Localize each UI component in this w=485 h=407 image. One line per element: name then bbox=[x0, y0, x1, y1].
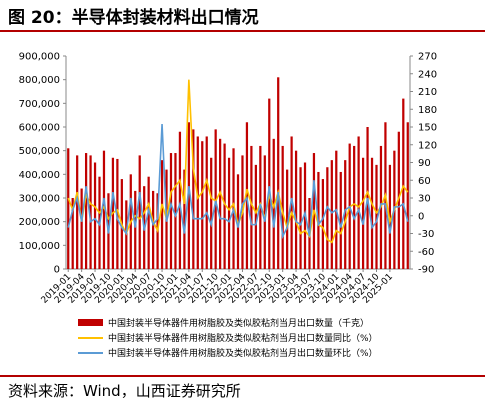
bar-series-export-volume bbox=[67, 77, 409, 270]
bar bbox=[152, 190, 155, 269]
left-tick-label: 600,000 bbox=[19, 123, 60, 134]
bar bbox=[93, 162, 97, 269]
bar bbox=[67, 148, 70, 269]
bar bbox=[160, 160, 164, 269]
left-tick-label: 0 bbox=[54, 265, 60, 276]
right-tick-label: 60 bbox=[418, 176, 431, 187]
bar bbox=[370, 157, 374, 269]
bar bbox=[281, 145, 284, 269]
bar bbox=[102, 150, 106, 269]
bar bbox=[245, 122, 249, 270]
bar bbox=[353, 145, 356, 269]
bar bbox=[406, 122, 409, 270]
bar bbox=[250, 145, 253, 269]
bar bbox=[268, 98, 271, 269]
bar bbox=[294, 150, 298, 269]
legend-label-mom: 中国封装半导体器件用树脂胶及类似胶粘剂当月出口数量环比（%） bbox=[108, 347, 378, 359]
bar bbox=[134, 190, 137, 269]
source-rule bbox=[0, 375, 485, 377]
legend-swatch-bar bbox=[78, 319, 103, 326]
left-y-axis: 0 100,000 200,000 300,000 400,000 500,000 600,… bbox=[19, 52, 67, 276]
legend-label-bar: 中国封装半导体器件用树脂胶及类似胶粘剂当月出口数量（千克） bbox=[108, 317, 369, 329]
legend-label-yoy: 中国封装半导体器件用树脂胶及类似胶粘剂当月出口数量同比（%） bbox=[108, 332, 378, 344]
right-tick-label: 120 bbox=[418, 140, 437, 151]
left-tick-label: 500,000 bbox=[19, 146, 60, 157]
right-tick-label: 90 bbox=[418, 158, 431, 169]
bar bbox=[183, 169, 186, 269]
bar bbox=[196, 136, 199, 269]
bar bbox=[321, 179, 324, 269]
bar bbox=[76, 155, 79, 269]
right-tick-label: -30 bbox=[418, 229, 434, 240]
bar bbox=[299, 167, 302, 269]
bar bbox=[169, 153, 173, 269]
title-rule bbox=[0, 30, 485, 32]
line-series-mom bbox=[67, 124, 409, 240]
bar bbox=[192, 129, 195, 269]
right-tick-label: 210 bbox=[418, 87, 437, 98]
left-tick-label: 400,000 bbox=[19, 170, 60, 181]
bar bbox=[210, 157, 213, 269]
right-tick-label: 270 bbox=[418, 52, 437, 63]
x-axis: 2019-012019-042019-072019-102020-012020-… bbox=[40, 268, 410, 306]
bar bbox=[187, 122, 190, 270]
right-tick-label: 150 bbox=[418, 123, 437, 134]
figure-title: 图 20：半导体封装材料出口情况 bbox=[8, 8, 259, 28]
bar bbox=[277, 77, 280, 269]
bar bbox=[223, 143, 226, 269]
bar bbox=[339, 171, 342, 269]
bar bbox=[375, 164, 378, 269]
right-tick-label: 180 bbox=[418, 105, 437, 116]
right-tick-label: -90 bbox=[418, 265, 434, 276]
left-tick-label: 100,000 bbox=[19, 241, 60, 252]
bar bbox=[286, 169, 289, 269]
right-tick-label: 240 bbox=[418, 69, 437, 80]
bar bbox=[263, 155, 266, 269]
bar bbox=[357, 136, 360, 269]
left-tick-label: 200,000 bbox=[19, 217, 60, 228]
bar bbox=[227, 157, 231, 269]
right-tick-label: 30 bbox=[418, 194, 431, 205]
bar bbox=[80, 188, 83, 269]
bar bbox=[326, 167, 329, 269]
bar bbox=[201, 141, 204, 269]
bar bbox=[330, 160, 333, 269]
bar bbox=[219, 138, 222, 269]
right-tick-label: 0 bbox=[418, 211, 424, 222]
bar bbox=[272, 138, 275, 269]
right-y-axis: -90 -60 -30 0 30 60 90 120 150 180 210 240 270 bbox=[409, 52, 437, 276]
bar bbox=[71, 198, 74, 269]
left-tick-label: 800,000 bbox=[19, 75, 60, 86]
bar bbox=[402, 98, 405, 269]
left-tick-label: 900,000 bbox=[19, 52, 60, 63]
bar bbox=[147, 176, 150, 269]
bar bbox=[84, 153, 88, 269]
bar bbox=[344, 160, 347, 269]
bar bbox=[89, 155, 92, 269]
bar bbox=[174, 153, 177, 269]
bar bbox=[397, 131, 400, 269]
source-note: 资料来源：Wind，山西证券研究所 bbox=[8, 382, 241, 400]
left-tick-label: 300,000 bbox=[19, 194, 60, 205]
bar bbox=[361, 157, 365, 269]
bar bbox=[254, 164, 257, 269]
bar bbox=[205, 136, 208, 269]
legend: 中国封装半导体器件用树脂胶及类似胶粘剂当月出口数量（千克） 中国封装半导体器件用… bbox=[78, 317, 378, 359]
bar bbox=[138, 155, 141, 269]
right-tick-label: -60 bbox=[418, 247, 434, 258]
left-tick-label: 700,000 bbox=[19, 99, 60, 110]
export-chart: 0 100,000 200,000 300,000 400,000 500,000 600,… bbox=[19, 52, 437, 360]
bar bbox=[178, 131, 182, 269]
